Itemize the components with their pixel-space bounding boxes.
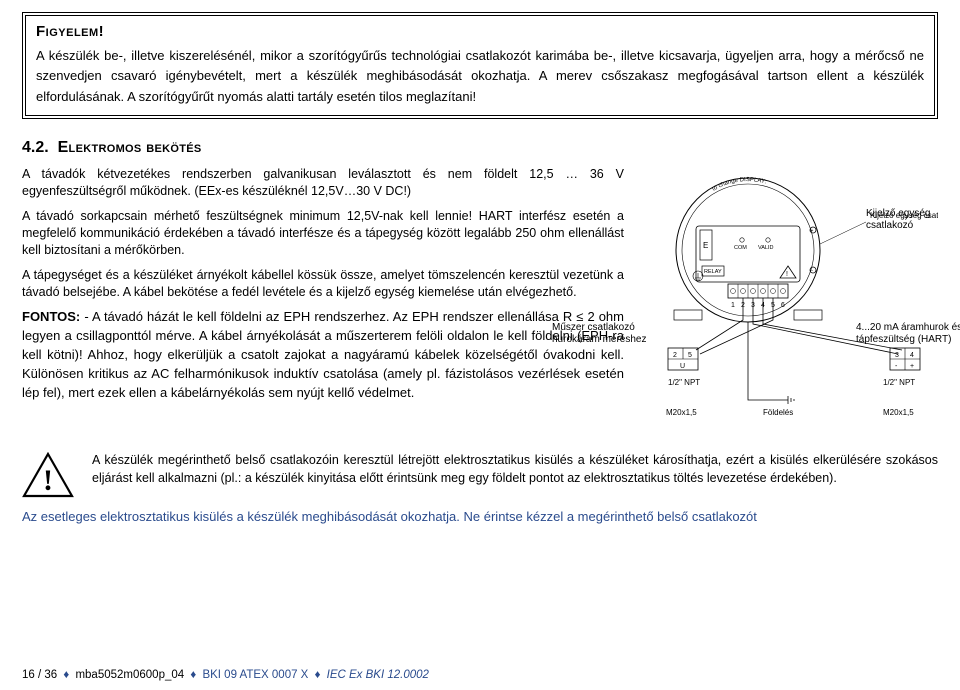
page-number: 16 / 36 (22, 669, 57, 681)
paragraph-1: A távadók kétvezetékes rendszerben galva… (22, 166, 624, 200)
content-row: A távadók kétvezetékes rendszerben galva… (22, 166, 938, 430)
svg-text:+: + (811, 228, 814, 234)
paragraph-2: A távadó sorkapcsain mérhető feszültségn… (22, 208, 624, 259)
valid-label: VALID (758, 245, 774, 251)
warning-box: Figyelem! A készülék be-, illetve kiszer… (22, 12, 938, 119)
ground-label: Földelés (763, 408, 793, 417)
svg-text:−: − (811, 268, 814, 274)
important-paragraph: FONTOS: - A távadó házát le kell földeln… (22, 308, 624, 402)
page-footer: 16 / 36 ♦ mba5052m0600p_04 ♦ BKI 09 ATEX… (22, 668, 429, 684)
blue-note: Az esetleges elektrosztatikus kisülés a … (22, 508, 938, 526)
warning-title: Figyelem! (36, 22, 924, 42)
thread-left-label: M20x1,5 (666, 408, 697, 417)
relay-label: RELAY (704, 269, 722, 275)
svg-text:+: + (910, 363, 914, 370)
display-unit-label-2: Kijelző egység csatlakozó (866, 208, 946, 231)
loop-connector-box: 3 4 - + (890, 348, 920, 370)
terminal-strip: 1 2 3 4 5 6 (731, 284, 786, 309)
caution-text: A készülék megérinthető belső csatlakozó… (92, 452, 938, 487)
section-heading: 4.2. Elektromos bekötés (22, 137, 938, 159)
meter-connector-box: 2 5 U (668, 348, 698, 370)
caution-row: ! A készülék megérinthető belső csatlako… (22, 452, 938, 498)
svg-text:U: U (680, 363, 685, 370)
npt-right-label: 1/2" NPT (883, 378, 915, 387)
svg-text:5: 5 (688, 352, 692, 359)
paragraph-3: A tápegységet és a készüléket árnyékolt … (22, 267, 624, 301)
current-loop-label: 4...20 mA áramhurok és tápfeszültség (HA… (856, 322, 960, 345)
section-number: 4.2. (22, 139, 49, 156)
meter-connector-label: Műszer csatlakozó hurokáram méréshez (552, 322, 662, 345)
atex-code: BKI 09 ATEX 0007 X (202, 669, 308, 681)
connector-e-label: E (703, 241, 708, 250)
section-title: Elektromos bekötés (58, 139, 202, 156)
com-label: COM (734, 245, 747, 251)
text-column: A távadók kétvezetékes rendszerben galva… (22, 166, 624, 430)
svg-text:1: 1 (731, 302, 735, 309)
iec-code: IEC Ex BKI 12.0002 (327, 669, 429, 681)
warning-triangle-icon: ! (22, 452, 74, 498)
important-text: - A távadó házát le kell földelni az EPH… (22, 309, 624, 399)
svg-text:4: 4 (910, 352, 914, 359)
important-label: FONTOS: (22, 309, 80, 324)
svg-text:!: ! (43, 464, 53, 497)
warning-body: A készülék be-, illetve kiszerelésénél, … (36, 46, 924, 106)
svg-text:2: 2 (673, 352, 677, 359)
svg-text:3: 3 (895, 352, 899, 359)
npt-left-label: 1/2" NPT (668, 378, 700, 387)
svg-text:-: - (895, 363, 898, 370)
doc-id: mba5052m0600p_04 (75, 669, 184, 681)
thread-right-label: M20x1,5 (883, 408, 914, 417)
svg-text:6: 6 (781, 302, 785, 309)
svg-text:!: ! (786, 271, 788, 278)
diagram-column: to change DISPLAY: + − E COM VALID RELAY… (638, 166, 938, 430)
